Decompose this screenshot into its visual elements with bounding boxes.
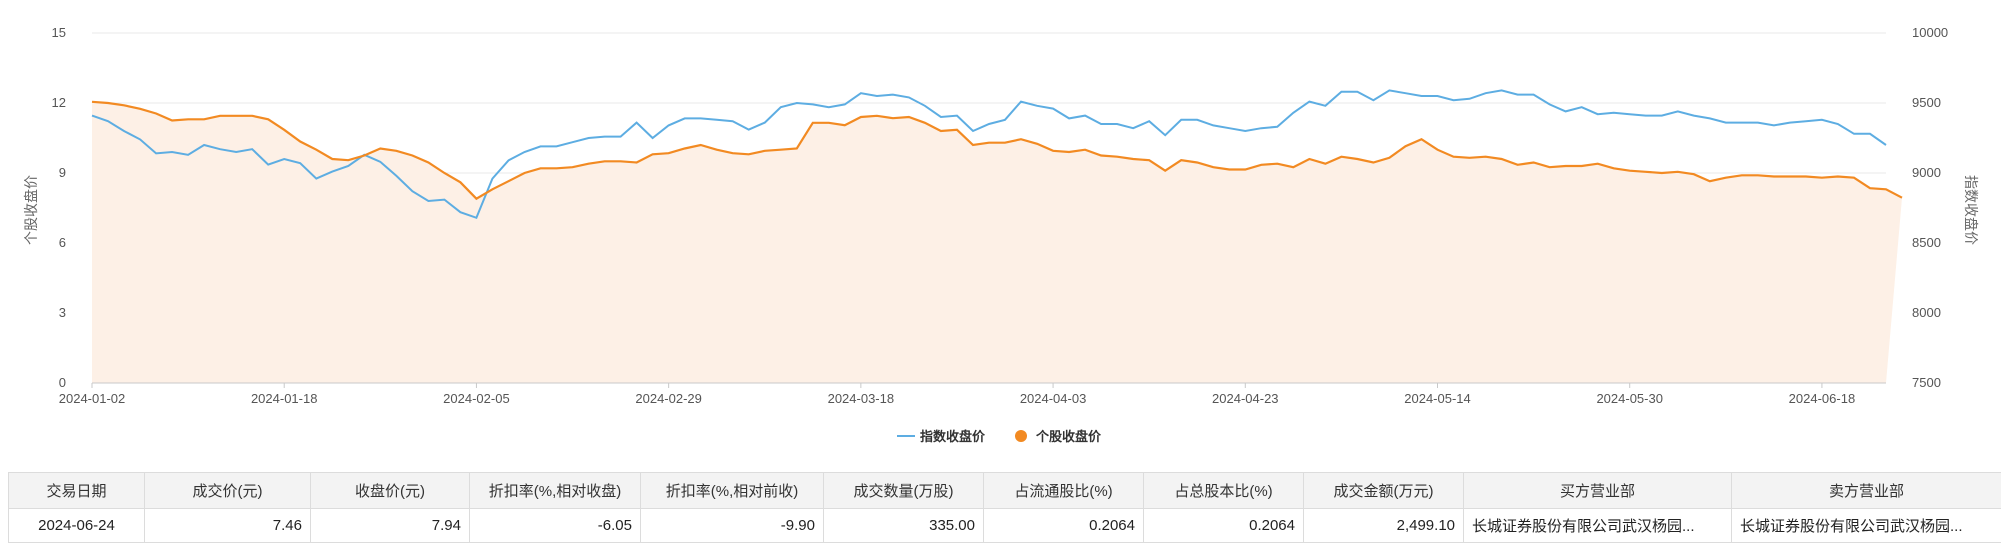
legend-stock-label: 个股收盘价 bbox=[1035, 429, 1102, 444]
table-header-cell: 占流通股比(%) bbox=[984, 473, 1144, 509]
table-cell: -6.05 bbox=[470, 509, 641, 543]
table-header-cell: 卖方营业部 bbox=[1732, 473, 2001, 509]
table-header-cell: 收盘价(元) bbox=[311, 473, 470, 509]
y-right-tick-label: 7500 bbox=[1912, 375, 1941, 390]
table-cell: 0.2064 bbox=[1144, 509, 1304, 543]
y-left-tick-label: 6 bbox=[59, 235, 66, 250]
table-header-cell: 折扣率(%,相对前收) bbox=[641, 473, 824, 509]
table-cell: 长城证券股份有限公司武汉杨园... bbox=[1732, 509, 2001, 543]
y-axis-right-title: 指数收盘价 bbox=[1963, 175, 1979, 245]
table-cell: 2024-06-24 bbox=[9, 509, 145, 543]
table-cell: 7.46 bbox=[145, 509, 311, 543]
y-right-tick-label: 9500 bbox=[1912, 95, 1941, 110]
table-cell: 长城证券股份有限公司武汉杨园... bbox=[1464, 509, 1732, 543]
table-header-cell: 买方营业部 bbox=[1464, 473, 1732, 509]
x-tick-label: 2024-05-30 bbox=[1596, 391, 1663, 406]
y-right-tick-label: 10000 bbox=[1912, 25, 1948, 40]
table-cell: 0.2064 bbox=[984, 509, 1144, 543]
legend-item-index[interactable]: 指数收盘价 bbox=[897, 429, 986, 444]
x-tick-label: 2024-04-23 bbox=[1212, 391, 1279, 406]
table-cell: 335.00 bbox=[824, 509, 984, 543]
table-header-row: 交易日期成交价(元)收盘价(元)折扣率(%,相对收盘)折扣率(%,相对前收)成交… bbox=[9, 473, 2001, 509]
x-tick-label: 2024-03-18 bbox=[828, 391, 895, 406]
legend-item-stock[interactable]: 个股收盘价 bbox=[1015, 429, 1102, 444]
block-trade-table: 交易日期成交价(元)收盘价(元)折扣率(%,相对收盘)折扣率(%,相对前收)成交… bbox=[8, 472, 2001, 543]
x-tick-label: 2024-01-02 bbox=[59, 391, 126, 406]
y-right-tick-label: 8500 bbox=[1912, 235, 1941, 250]
y-left-tick-label: 0 bbox=[59, 375, 66, 390]
y-left-tick-label: 3 bbox=[59, 305, 66, 320]
y-right-tick-label: 9000 bbox=[1912, 165, 1941, 180]
table-header-cell: 成交数量(万股) bbox=[824, 473, 984, 509]
table-header-cell: 交易日期 bbox=[9, 473, 145, 509]
stock-price-area bbox=[92, 102, 1902, 383]
table-header-cell: 成交价(元) bbox=[145, 473, 311, 509]
table-header-cell: 占总股本比(%) bbox=[1144, 473, 1304, 509]
table-cell: -9.90 bbox=[641, 509, 824, 543]
table-header-cell: 成交金额(万元) bbox=[1304, 473, 1464, 509]
y-left-tick-label: 12 bbox=[52, 95, 66, 110]
table-cell: 7.94 bbox=[311, 509, 470, 543]
y-left-tick-label: 9 bbox=[59, 165, 66, 180]
x-tick-label: 2024-05-14 bbox=[1404, 391, 1471, 406]
combo-line-chart: 0 7500 3 8000 6 8500 9 9000 12 9500 15 10000 2024-01… bbox=[0, 0, 2001, 460]
table-header-cell: 折扣率(%,相对收盘) bbox=[470, 473, 641, 509]
x-tick-label: 2024-06-18 bbox=[1789, 391, 1856, 406]
y-right-tick-label: 8000 bbox=[1912, 305, 1941, 320]
legend-index-label: 指数收盘价 bbox=[920, 429, 986, 444]
legend: 指数收盘价 个股收盘价 bbox=[897, 429, 1102, 444]
x-tick-label: 2024-04-03 bbox=[1020, 391, 1087, 406]
legend-stock-dot-icon bbox=[1015, 430, 1027, 442]
table-cell: 2,499.10 bbox=[1304, 509, 1464, 543]
y-left-tick-label: 15 bbox=[52, 25, 66, 40]
y-axis-left-title: 个股收盘价 bbox=[23, 175, 39, 245]
x-tick-label: 2024-02-05 bbox=[443, 391, 510, 406]
x-tick-label: 2024-02-29 bbox=[635, 391, 702, 406]
x-tick-label: 2024-01-18 bbox=[251, 391, 318, 406]
